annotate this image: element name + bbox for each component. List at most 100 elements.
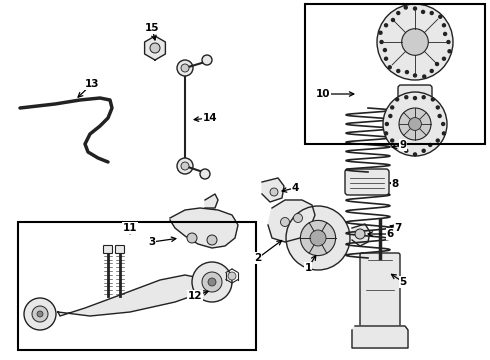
Circle shape bbox=[385, 57, 388, 60]
Circle shape bbox=[430, 12, 433, 14]
FancyBboxPatch shape bbox=[345, 169, 389, 195]
Circle shape bbox=[405, 71, 409, 73]
Circle shape bbox=[436, 106, 439, 109]
Circle shape bbox=[270, 188, 278, 196]
Circle shape bbox=[404, 6, 407, 9]
Polygon shape bbox=[268, 200, 315, 242]
Circle shape bbox=[414, 96, 416, 100]
Circle shape bbox=[294, 213, 302, 222]
Text: 1: 1 bbox=[304, 263, 312, 273]
Circle shape bbox=[442, 57, 445, 60]
Circle shape bbox=[380, 41, 383, 44]
Circle shape bbox=[397, 12, 400, 14]
Circle shape bbox=[192, 262, 232, 302]
Text: 13: 13 bbox=[85, 79, 99, 89]
Polygon shape bbox=[352, 224, 370, 246]
Circle shape bbox=[431, 98, 434, 101]
Circle shape bbox=[228, 272, 236, 280]
Circle shape bbox=[399, 108, 431, 140]
Text: 15: 15 bbox=[145, 23, 159, 33]
Bar bbox=[305, 4, 485, 144]
Circle shape bbox=[422, 96, 425, 99]
Circle shape bbox=[177, 60, 193, 76]
Text: 10: 10 bbox=[316, 89, 330, 99]
Circle shape bbox=[436, 139, 439, 142]
Circle shape bbox=[150, 43, 160, 53]
Text: 7: 7 bbox=[394, 223, 402, 233]
FancyBboxPatch shape bbox=[360, 253, 400, 327]
Text: 9: 9 bbox=[399, 140, 407, 150]
Circle shape bbox=[385, 122, 389, 126]
Circle shape bbox=[207, 235, 217, 245]
Circle shape bbox=[436, 63, 439, 66]
Circle shape bbox=[379, 31, 382, 34]
Circle shape bbox=[389, 114, 392, 117]
Circle shape bbox=[32, 306, 48, 322]
Circle shape bbox=[442, 132, 445, 135]
Circle shape bbox=[187, 233, 197, 243]
Text: 6: 6 bbox=[387, 229, 393, 239]
Circle shape bbox=[414, 74, 416, 77]
FancyBboxPatch shape bbox=[398, 85, 432, 109]
Circle shape bbox=[181, 162, 189, 170]
Circle shape bbox=[405, 149, 408, 152]
Bar bbox=[18, 222, 256, 350]
Circle shape bbox=[280, 217, 290, 226]
Polygon shape bbox=[145, 36, 166, 60]
Circle shape bbox=[429, 144, 432, 147]
Text: 4: 4 bbox=[292, 183, 299, 193]
Circle shape bbox=[37, 311, 43, 317]
Circle shape bbox=[405, 96, 408, 99]
Polygon shape bbox=[262, 178, 284, 202]
Circle shape bbox=[398, 144, 401, 147]
Circle shape bbox=[441, 122, 444, 126]
Polygon shape bbox=[170, 208, 238, 248]
Circle shape bbox=[300, 220, 336, 256]
Circle shape bbox=[392, 18, 394, 22]
Circle shape bbox=[414, 7, 416, 10]
Circle shape bbox=[310, 230, 326, 246]
Polygon shape bbox=[205, 194, 218, 208]
Text: 12: 12 bbox=[188, 291, 202, 301]
Circle shape bbox=[414, 153, 416, 156]
Circle shape bbox=[443, 32, 446, 35]
Text: 2: 2 bbox=[254, 253, 262, 263]
Text: 14: 14 bbox=[203, 113, 217, 123]
Circle shape bbox=[202, 55, 212, 65]
Circle shape bbox=[385, 24, 388, 27]
Circle shape bbox=[442, 24, 445, 27]
Polygon shape bbox=[352, 326, 408, 348]
Circle shape bbox=[377, 4, 453, 80]
Text: 5: 5 bbox=[399, 277, 407, 287]
Circle shape bbox=[202, 272, 222, 292]
Circle shape bbox=[439, 15, 442, 18]
Circle shape bbox=[286, 206, 350, 270]
Circle shape bbox=[383, 49, 387, 51]
Circle shape bbox=[395, 98, 399, 101]
Text: 3: 3 bbox=[148, 237, 156, 247]
FancyBboxPatch shape bbox=[103, 246, 113, 253]
Circle shape bbox=[24, 298, 56, 330]
Circle shape bbox=[421, 10, 424, 13]
Circle shape bbox=[438, 114, 441, 117]
Circle shape bbox=[200, 169, 210, 179]
Circle shape bbox=[430, 69, 433, 72]
Circle shape bbox=[383, 92, 447, 156]
Circle shape bbox=[181, 64, 189, 72]
Circle shape bbox=[402, 29, 428, 55]
Circle shape bbox=[355, 229, 365, 239]
FancyBboxPatch shape bbox=[116, 246, 124, 253]
Circle shape bbox=[177, 158, 193, 174]
Polygon shape bbox=[58, 275, 205, 316]
Circle shape bbox=[391, 139, 394, 142]
Text: 8: 8 bbox=[392, 179, 399, 189]
Circle shape bbox=[385, 132, 388, 135]
Circle shape bbox=[409, 118, 421, 130]
Circle shape bbox=[388, 66, 391, 69]
Circle shape bbox=[423, 75, 426, 78]
Circle shape bbox=[208, 278, 216, 286]
Circle shape bbox=[391, 106, 394, 109]
Circle shape bbox=[397, 69, 400, 72]
Circle shape bbox=[422, 149, 425, 152]
Text: 11: 11 bbox=[123, 223, 137, 233]
